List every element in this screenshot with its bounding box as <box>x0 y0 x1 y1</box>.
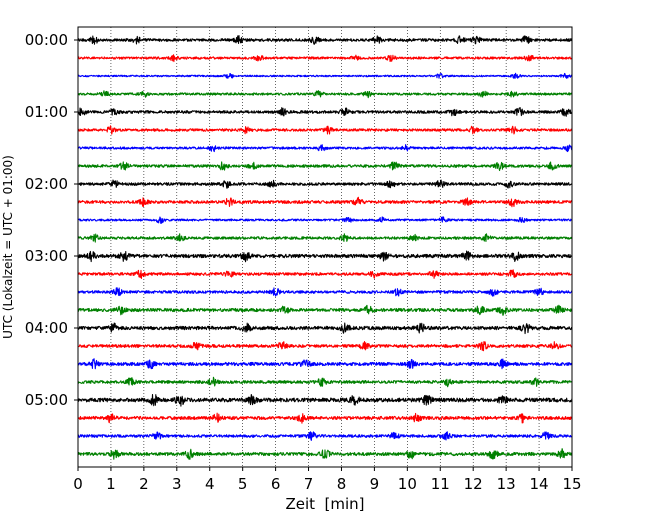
x-axis-ticks: 0 1 2 3 4 5 6 7 8 9 10 11 12 13 14 15 <box>73 467 582 493</box>
trace-0500 <box>77 394 573 407</box>
trace-0145 <box>77 161 573 172</box>
x-tick-label: 13 <box>497 475 516 493</box>
trace-0445 <box>77 376 573 388</box>
x-tick-label: 12 <box>464 475 483 493</box>
trace-0315 <box>77 269 573 279</box>
plot-frame <box>77 26 573 468</box>
y-tick-label: 01:00 <box>25 103 68 121</box>
trace-0230 <box>77 216 573 224</box>
trace-0215 <box>77 196 573 208</box>
seismic-traces <box>77 35 573 460</box>
y-axis-ticks: 00:00 01:00 02:00 03:00 04:00 05:00 <box>25 31 78 409</box>
x-tick-label: 8 <box>337 475 347 493</box>
x-tick-label: 6 <box>271 475 281 493</box>
x-tick-label: 5 <box>238 475 248 493</box>
trace-0045 <box>77 90 573 99</box>
trace-0530 <box>77 431 573 441</box>
trace-0430 <box>77 358 573 370</box>
x-tick-label: 4 <box>205 475 215 493</box>
y-tick-label: 00:00 <box>25 31 68 49</box>
trace-0300 <box>77 250 573 263</box>
x-tick-label: 7 <box>304 475 314 493</box>
trace-0015 <box>77 54 573 63</box>
trace-0130 <box>77 144 573 153</box>
trace-0330 <box>77 287 573 297</box>
x-tick-label: 0 <box>73 475 83 493</box>
x-tick-label: 1 <box>106 475 116 493</box>
x-tick-label: 10 <box>398 475 417 493</box>
x-axis-label: Zeit [min] <box>285 495 364 513</box>
x-tick-label: 9 <box>370 475 380 493</box>
trace-0515 <box>77 412 573 424</box>
x-tick-label: 3 <box>172 475 182 493</box>
x-tick-label: 15 <box>562 475 581 493</box>
trace-0400 <box>77 322 573 335</box>
vertical-grid <box>110 27 540 467</box>
trace-0545 <box>77 448 573 460</box>
y-tick-label: 04:00 <box>25 319 68 337</box>
trace-0000 <box>77 35 573 45</box>
x-tick-label: 2 <box>139 475 149 493</box>
y-tick-label: 02:00 <box>25 175 68 193</box>
trace-0100 <box>77 107 573 117</box>
y-axis-label: UTC (Lokalzeit = UTC + 01:00) <box>1 155 15 339</box>
y-tick-label: 05:00 <box>25 391 68 409</box>
trace-0415 <box>77 340 573 352</box>
trace-0030 <box>77 72 573 79</box>
x-tick-label: 11 <box>431 475 450 493</box>
trace-0245 <box>77 233 573 243</box>
trace-0200 <box>77 179 573 189</box>
x-tick-label: 14 <box>530 475 549 493</box>
trace-0115 <box>77 125 573 135</box>
y-tick-label: 03:00 <box>25 247 68 265</box>
trace-0345 <box>77 304 573 316</box>
